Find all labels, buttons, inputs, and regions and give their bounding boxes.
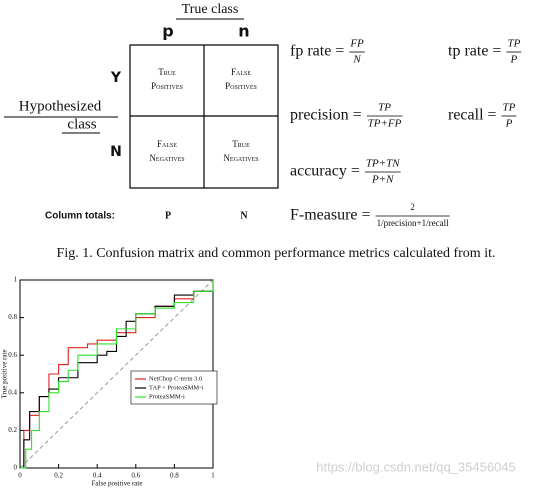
- y-tick-label: 0.6: [8, 351, 17, 359]
- row-header: Y: [110, 70, 122, 86]
- row-header: N: [110, 144, 122, 160]
- y-tick-label: 0.8: [8, 313, 17, 321]
- x-tick-label: 0.6: [131, 472, 140, 480]
- true-class: True class: [182, 2, 239, 17]
- metric-name: precision =: [290, 107, 362, 124]
- denominator: TP+FP: [368, 118, 402, 130]
- numerator: TP: [503, 102, 516, 114]
- x-tick-label: 0.2: [54, 472, 63, 480]
- denominator: P+N: [371, 174, 394, 186]
- legend-label: TAP + ProteaSMM-i: [149, 384, 203, 391]
- cell-label: True: [232, 139, 250, 149]
- roc-line: [20, 280, 214, 469]
- x-tick-label: 0.8: [170, 472, 179, 480]
- numerator: TP: [378, 102, 391, 114]
- caption: Fig. 1. Confusion matrix and common perf…: [57, 246, 496, 261]
- numerator: FP: [349, 38, 364, 50]
- legend-label: NetChop C-term 3.0: [149, 375, 202, 382]
- denominator: P: [510, 54, 518, 66]
- x-tick-label: 0.4: [93, 472, 102, 480]
- numerator: 2: [410, 202, 415, 212]
- diagonal-reference: [19, 279, 214, 469]
- metric-name: fp rate =: [290, 43, 344, 60]
- cell-label: False: [231, 67, 251, 77]
- denominator: P: [505, 118, 513, 130]
- column-total: P: [165, 210, 171, 221]
- column-header: n: [238, 22, 249, 41]
- y-tick-label: 0.2: [8, 426, 17, 434]
- cell-label: Positives: [225, 81, 257, 91]
- cell-label: Positives: [151, 81, 183, 91]
- x-tick-label: 0: [18, 472, 22, 480]
- legend-label: ProteaSMM-i: [149, 393, 185, 400]
- watermark: https://blog.csdn.net/qq_35456045: [316, 459, 516, 474]
- metric-name: tp rate =: [448, 43, 501, 60]
- x-axis-label: False positive rate: [92, 480, 143, 488]
- column-totals-label: Column totals:: [45, 211, 115, 222]
- numerator: TP: [507, 38, 520, 50]
- metric-name: accuracy =: [290, 163, 360, 180]
- column-header: p: [162, 22, 173, 41]
- hypothesized-label: class: [67, 116, 96, 132]
- metric-name: recall =: [448, 107, 497, 124]
- denominator: 1/precision+1/recall: [377, 218, 450, 228]
- x-tick-label: 1: [211, 472, 215, 480]
- numerator: TP+TN: [366, 158, 400, 170]
- y-axis-label: True positive rate: [1, 349, 9, 398]
- y-tick-label: 0.4: [8, 388, 17, 396]
- denominator: N: [352, 54, 361, 66]
- cell-label: False: [157, 139, 177, 149]
- metric-name: F-measure =: [290, 207, 371, 224]
- cell-label: Negatives: [223, 153, 258, 163]
- hypothesized-label: Hypothesized: [19, 98, 102, 114]
- cell-label: Negatives: [149, 153, 184, 163]
- y-tick-label: 1: [14, 276, 18, 284]
- column-total: N: [240, 210, 248, 221]
- y-tick-label: 0: [14, 464, 18, 472]
- cell-label: True: [158, 67, 176, 77]
